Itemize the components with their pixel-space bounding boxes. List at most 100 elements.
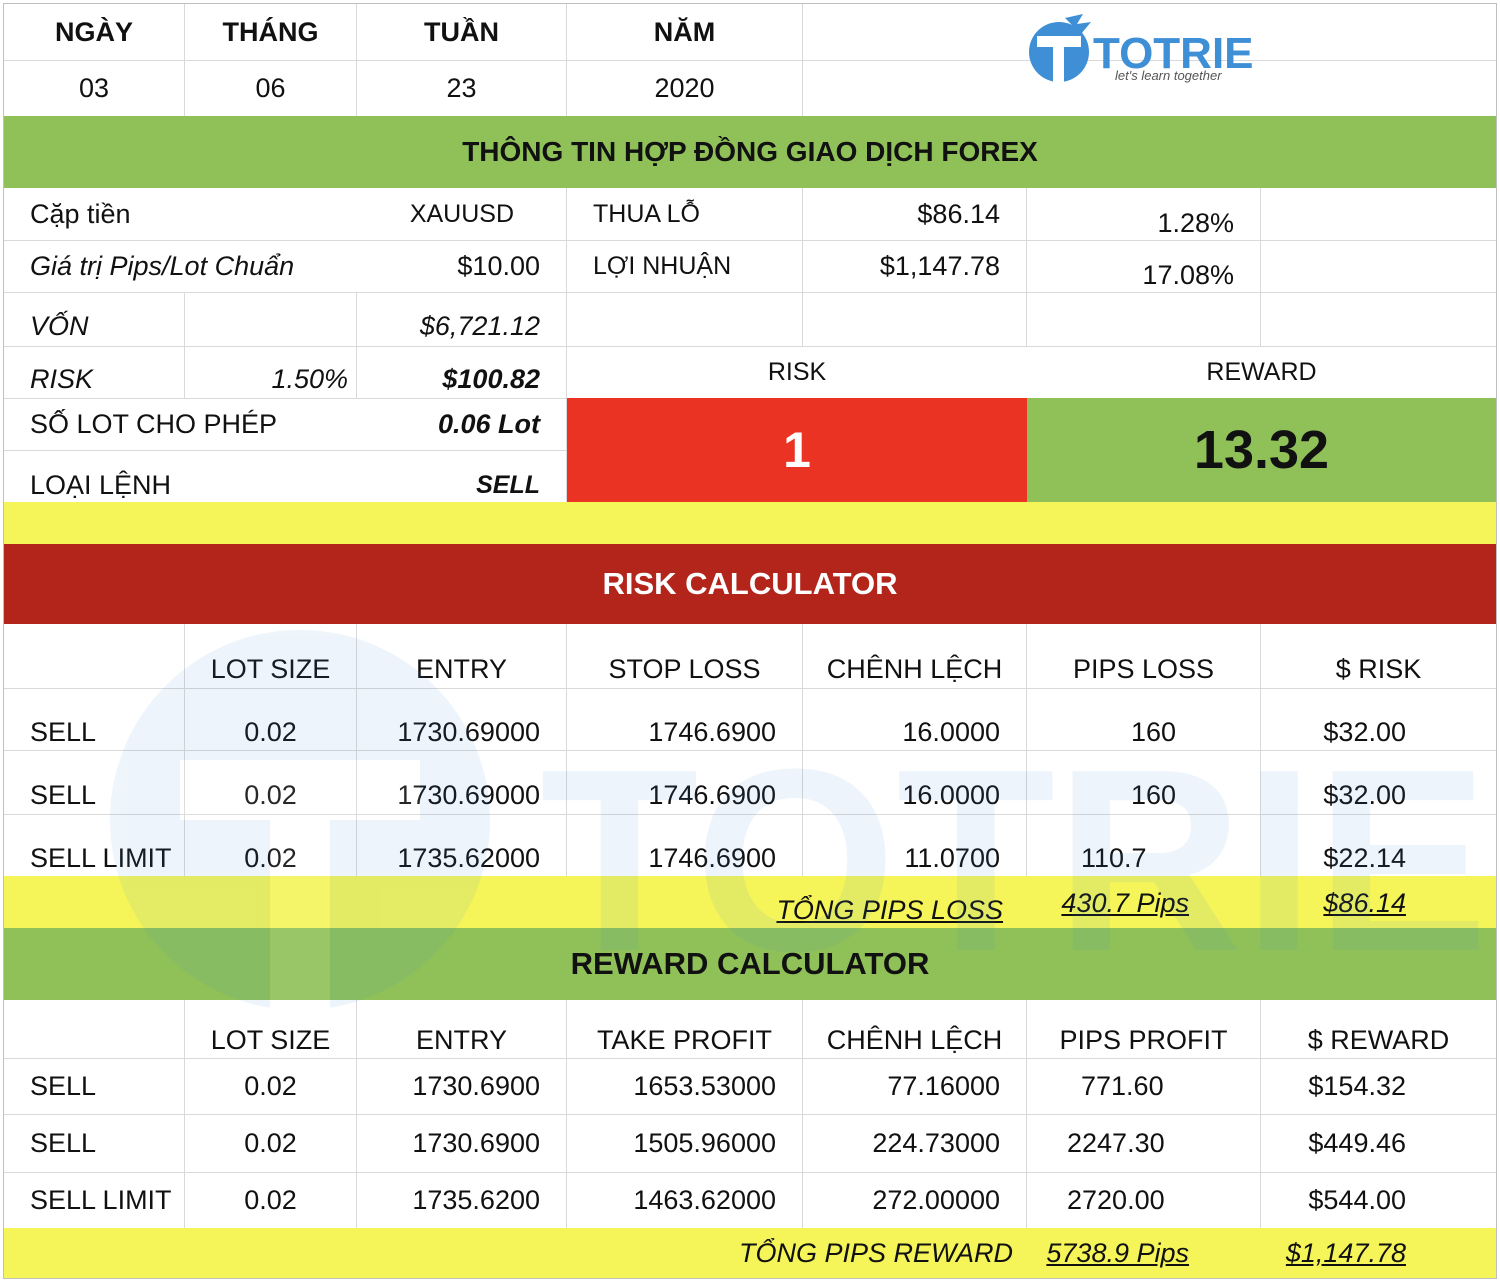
ratio-risk-label: RISK <box>767 357 827 386</box>
risk-total-row: TỔNG PIPS LOSS 430.7 Pips $86.14 <box>4 876 1496 928</box>
reward-header-amount: $ REWARD <box>1307 1024 1450 1055</box>
reward-row-type: SELL LIMIT <box>4 1172 185 1228</box>
risk-row-diff: 16.0000 <box>803 750 1027 814</box>
date-header-values: 03 06 23 2020 <box>4 60 1496 116</box>
reward-row-take-profit: 1653.53000 <box>567 1058 803 1114</box>
risk-row-amount: $22.14 <box>1323 842 1406 873</box>
reward-row-diff: 272.00000 <box>803 1172 1027 1228</box>
risk-row-entry: 1730.69000 <box>357 750 567 814</box>
reward-header-pips: PIPS PROFIT <box>1027 1000 1261 1058</box>
reward-row-take-profit: 1463.62000 <box>567 1172 803 1228</box>
week-header: TUẦN <box>357 4 567 60</box>
risk-header-entry: ENTRY <box>357 624 567 688</box>
reward-header-take-profit: TAKE PROFIT <box>567 1000 803 1058</box>
contract-row-pair: Cặp tiền XAUUSD THUA LỖ $86.14 1.28% <box>4 188 1496 241</box>
risk-header-type <box>4 624 185 688</box>
risk-row-entry: 1735.62000 <box>357 814 567 876</box>
date-header-labels: NGÀY THÁNG TUẦN NĂM <box>4 4 1496 61</box>
ratio-reward-label: REWARD <box>1206 357 1317 386</box>
day-header: NGÀY <box>4 4 185 60</box>
risk-label: RISK <box>4 346 185 398</box>
ratio-reward-box: 13.32 <box>1027 398 1496 502</box>
risk-row-type: SELL <box>4 750 185 814</box>
contract-row-risk: RISK 1.50% $100.82 RISK REWARD <box>4 346 1496 399</box>
risk-row-lot: 0.02 <box>185 750 357 814</box>
risk-row-pips: 160 <box>1027 688 1261 750</box>
reward-row-diff: 224.73000 <box>803 1114 1027 1172</box>
risk-row-amount: $32.00 <box>1323 716 1406 747</box>
pip-value-label: Giá trị Pips/Lot Chuẩn <box>30 250 295 281</box>
profit-percent: 17.08% <box>1027 240 1261 292</box>
risk-header-pips: PIPS LOSS <box>1027 624 1261 688</box>
reward-row-amount: $449.46 <box>1308 1127 1406 1158</box>
reward-header-diff: CHÊNH LỆCH <box>803 1000 1027 1058</box>
contract-title-bar: THÔNG TIN HỢP ĐỒNG GIAO DỊCH FOREX <box>4 116 1496 188</box>
day-value: 03 <box>4 60 185 116</box>
ratio-risk-box: 1 <box>567 398 1027 502</box>
risk-header-stop-loss: STOP LOSS <box>567 624 803 688</box>
risk-header-amount: $ RISK <box>1335 653 1422 684</box>
risk-row-lot: 0.02 <box>185 814 357 876</box>
risk-calculator-title: RISK CALCULATOR <box>602 566 898 601</box>
reward-row-entry: 1730.6900 <box>357 1058 567 1114</box>
capital-empty-2 <box>567 292 803 346</box>
contract-row-pip-value: Giá trị Pips/Lot Chuẩn $10.00 LỢI NHUẬN … <box>4 240 1496 293</box>
risk-row-pips: 110.7 <box>1027 814 1261 876</box>
reward-row-amount: $544.00 <box>1308 1184 1406 1215</box>
reward-calculator-title: REWARD CALCULATOR <box>570 946 930 981</box>
reward-row-entry: 1730.6900 <box>357 1114 567 1172</box>
lot-allowed-value: 0.06 Lot <box>357 398 567 450</box>
reward-row-pips: 2720.00 <box>1027 1172 1261 1228</box>
reward-row-lot: 0.02 <box>185 1114 357 1172</box>
reward-header-type <box>4 1000 185 1058</box>
risk-row-diff: 11.0700 <box>803 814 1027 876</box>
order-type-value: SELL <box>357 450 567 502</box>
reward-total-row: TỔNG PIPS REWARD 5738.9 Pips $1,147.78 <box>4 1228 1496 1278</box>
pair-label: Cặp tiền <box>30 198 131 229</box>
loss-percent: 1.28% <box>1027 188 1261 240</box>
reward-header-row: LOT SIZE ENTRY TAKE PROFIT CHÊNH LỆCH PI… <box>4 1000 1496 1059</box>
reward-total-amount: $1,147.78 <box>1285 1237 1406 1268</box>
reward-row-lot: 0.02 <box>185 1058 357 1114</box>
contract-title: THÔNG TIN HỢP ĐỒNG GIAO DỊCH FOREX <box>462 136 1038 167</box>
risk-row-entry: 1730.69000 <box>357 688 567 750</box>
reward-row-lot: 0.02 <box>185 1172 357 1228</box>
risk-row-diff: 16.0000 <box>803 688 1027 750</box>
risk-calculator-title-bar: RISK CALCULATOR <box>4 544 1496 624</box>
year-value: 2020 <box>567 60 803 116</box>
logo-brand: TOTRIEU <box>1093 29 1255 78</box>
capital-empty <box>185 292 357 346</box>
loss-label: THUA LỖ <box>567 188 803 240</box>
capital-empty-3 <box>803 292 1027 346</box>
totrieu-logo: TOTRIEU let's learn together <box>1025 12 1285 92</box>
reward-row-type: SELL <box>4 1114 185 1172</box>
contract-row-order-type: LOẠI LỆNH SELL <box>4 450 1496 502</box>
year-header: NĂM <box>567 4 803 60</box>
reward-row-2: SELL 0.02 1730.6900 1505.96000 224.73000… <box>4 1114 1496 1173</box>
risk-header-diff: CHÊNH LỆCH <box>803 624 1027 688</box>
reward-total-label: TỔNG PIPS REWARD <box>738 1237 1013 1268</box>
month-header: THÁNG <box>185 4 357 60</box>
risk-total-pips: 430.7 Pips <box>1061 887 1189 918</box>
risk-row-stop-loss: 1746.6900 <box>567 750 803 814</box>
capital-empty-4 <box>1027 292 1261 346</box>
contract-row-capital: VỐN $6,721.12 <box>4 292 1496 347</box>
pip-value: $10.00 <box>357 240 567 292</box>
risk-header-lot: LOT SIZE <box>185 624 357 688</box>
profit-value: $1,147.78 <box>803 240 1027 292</box>
capital-label: VỐN <box>4 292 185 346</box>
logo-tagline: let's learn together <box>1115 68 1222 83</box>
reward-row-1: SELL 0.02 1730.6900 1653.53000 77.16000 … <box>4 1058 1496 1115</box>
risk-row-amount: $32.00 <box>1323 779 1406 810</box>
reward-header-entry: ENTRY <box>357 1000 567 1058</box>
risk-row-3: SELL LIMIT 0.02 1735.62000 1746.6900 11.… <box>4 814 1496 876</box>
reward-row-take-profit: 1505.96000 <box>567 1114 803 1172</box>
totrieu-logo-icon: TOTRIEU let's learn together <box>1029 14 1285 83</box>
reward-row-pips: 771.60 <box>1027 1058 1261 1114</box>
reward-row-entry: 1735.6200 <box>357 1172 567 1228</box>
profit-label: LỢI NHUẬN <box>567 240 803 292</box>
pair-value: XAUUSD <box>357 188 567 240</box>
reward-row-diff: 77.16000 <box>803 1058 1027 1114</box>
order-type-label: LOẠI LỆNH <box>30 469 172 500</box>
risk-row-stop-loss: 1746.6900 <box>567 688 803 750</box>
